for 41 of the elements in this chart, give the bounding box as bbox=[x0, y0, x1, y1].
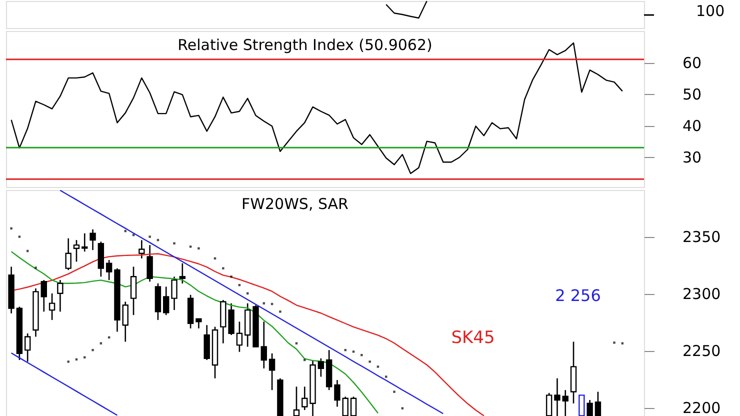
candlestick bbox=[171, 276, 178, 311]
text: 100 bbox=[696, 2, 725, 20]
candlestick bbox=[106, 259, 112, 281]
line-series bbox=[10, 250, 379, 414]
candlestick bbox=[146, 244, 153, 282]
candlestick bbox=[204, 324, 210, 361]
line-series bbox=[60, 190, 444, 414]
candlestick bbox=[40, 279, 47, 312]
candlestick bbox=[82, 232, 88, 252]
y-tick-label: 2350 bbox=[682, 228, 721, 246]
candlestick bbox=[130, 266, 137, 316]
candlestick bbox=[196, 318, 202, 330]
candlestick bbox=[163, 286, 170, 316]
candlestick bbox=[57, 279, 64, 312]
candlestick bbox=[138, 240, 145, 260]
candlestick bbox=[122, 301, 128, 342]
candlestick bbox=[302, 386, 308, 411]
candlestick bbox=[90, 228, 96, 251]
candlestick bbox=[65, 238, 72, 271]
annotation: 2 256 bbox=[555, 286, 601, 305]
line-series bbox=[10, 352, 118, 416]
candlestick bbox=[179, 262, 186, 284]
candlestick bbox=[268, 352, 276, 391]
candlestick bbox=[73, 239, 80, 262]
y-tick-label: 50 bbox=[682, 86, 702, 104]
y-tick-label: 40 bbox=[682, 117, 702, 136]
y-tick-label: 60 bbox=[682, 54, 702, 72]
candlestick bbox=[318, 358, 324, 378]
candlestick bbox=[236, 321, 243, 353]
y-tick-label: 2300 bbox=[682, 285, 721, 304]
candlestick bbox=[260, 321, 267, 370]
y-tick-label: 30 bbox=[682, 148, 702, 167]
y-tick-label: 2250 bbox=[682, 342, 721, 360]
candlestick bbox=[48, 292, 56, 321]
chart-title: Relative Strength Index (50.9062) bbox=[178, 36, 432, 54]
chart-title: FW20WS, SAR bbox=[242, 195, 348, 213]
candlestick bbox=[24, 332, 31, 362]
candlestick bbox=[334, 379, 340, 408]
series-label: SK45 bbox=[451, 328, 495, 348]
y-tick-label: 2200 bbox=[682, 399, 721, 416]
candlestick bbox=[228, 302, 234, 336]
